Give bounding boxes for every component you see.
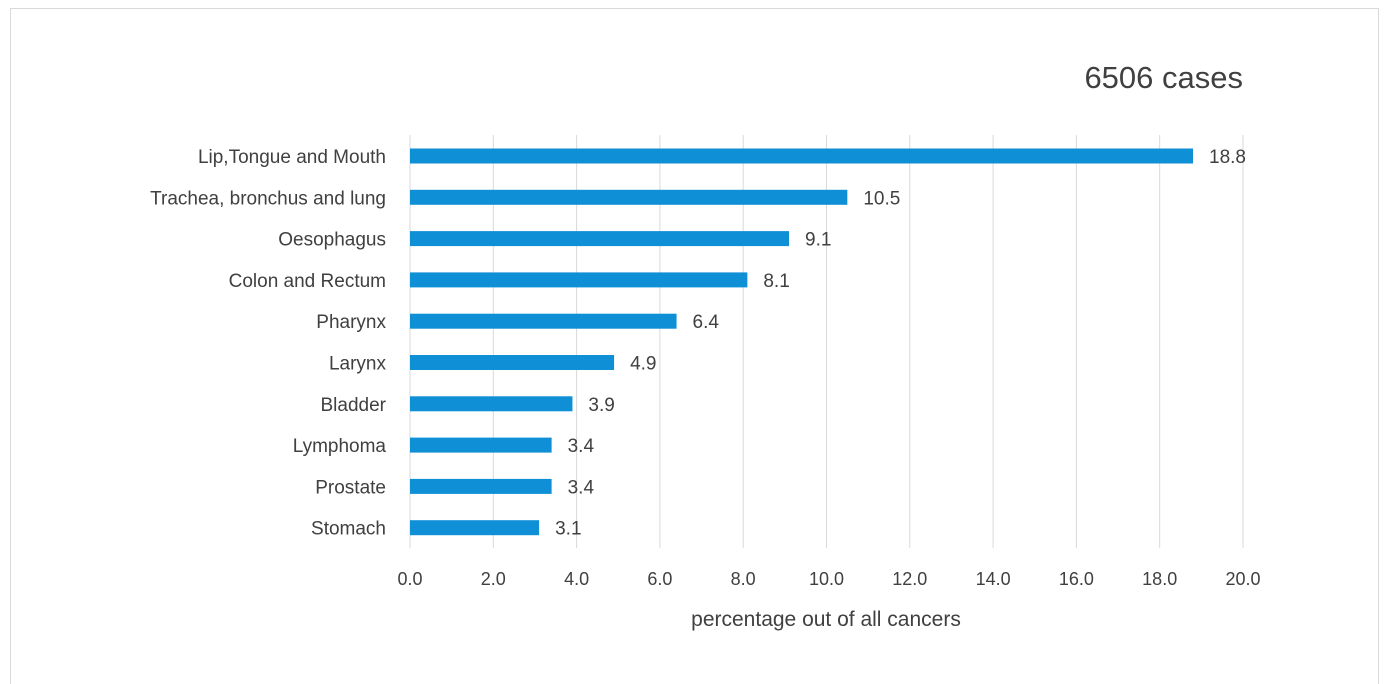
category-label: Lymphoma [293,436,387,457]
x-tick-label: 18.0 [1142,569,1177,589]
bar [410,355,614,370]
category-label: Colon and Rectum [229,271,386,292]
data-label: 3.4 [568,477,595,498]
data-label: 8.1 [763,271,789,292]
bar [410,231,789,246]
category-label: Prostate [315,477,386,498]
data-label: 9.1 [805,230,831,251]
x-tick-labels: 0.0 2.0 4.0 6.0 8.0 10.0 12.0 14.0 16.0 18.0 20.0 [397,569,1260,589]
x-tick-label: 6.0 [647,569,672,589]
data-label: 3.4 [568,436,595,457]
data-label: 6.4 [693,312,720,333]
bar [410,520,539,535]
bar [410,479,552,494]
category-label: Stomach [311,519,386,540]
x-tick-label: 8.0 [731,569,756,589]
category-label: Bladder [321,395,387,416]
category-label: Lip,Tongue and Mouth [198,147,386,168]
bar [410,396,572,411]
x-axis-label: percentage out of all cancers [691,608,961,631]
bar [410,149,1193,164]
bar [410,314,677,329]
x-tick-label: 2.0 [481,569,506,589]
x-tick-label: 10.0 [809,569,844,589]
x-tick-label: 0.0 [397,569,422,589]
data-label: 3.9 [588,395,614,416]
data-label: 3.1 [555,519,581,540]
category-labels: Lip,Tongue and Mouth Trachea, bronchus an… [150,147,387,540]
bar [410,438,552,453]
x-tick-label: 4.0 [564,569,589,589]
x-tick-label: 14.0 [976,569,1011,589]
x-tick-label: 16.0 [1059,569,1094,589]
data-label: 4.9 [630,354,656,375]
x-tick-label: 20.0 [1225,569,1260,589]
bar [410,272,747,287]
data-label: 18.8 [1209,147,1246,168]
bar [410,190,847,205]
category-label: Oesophagus [278,230,386,251]
data-label: 10.5 [863,188,900,209]
bars [410,149,1193,536]
category-label: Larynx [329,354,387,375]
category-label: Pharynx [316,312,386,333]
x-tick-label: 12.0 [892,569,927,589]
value-labels: 18.8 10.5 9.1 8.1 6.4 4.9 3.9 3.4 3.4 3.1 [555,147,1246,540]
category-label: Trachea, bronchus and lung [150,188,386,209]
